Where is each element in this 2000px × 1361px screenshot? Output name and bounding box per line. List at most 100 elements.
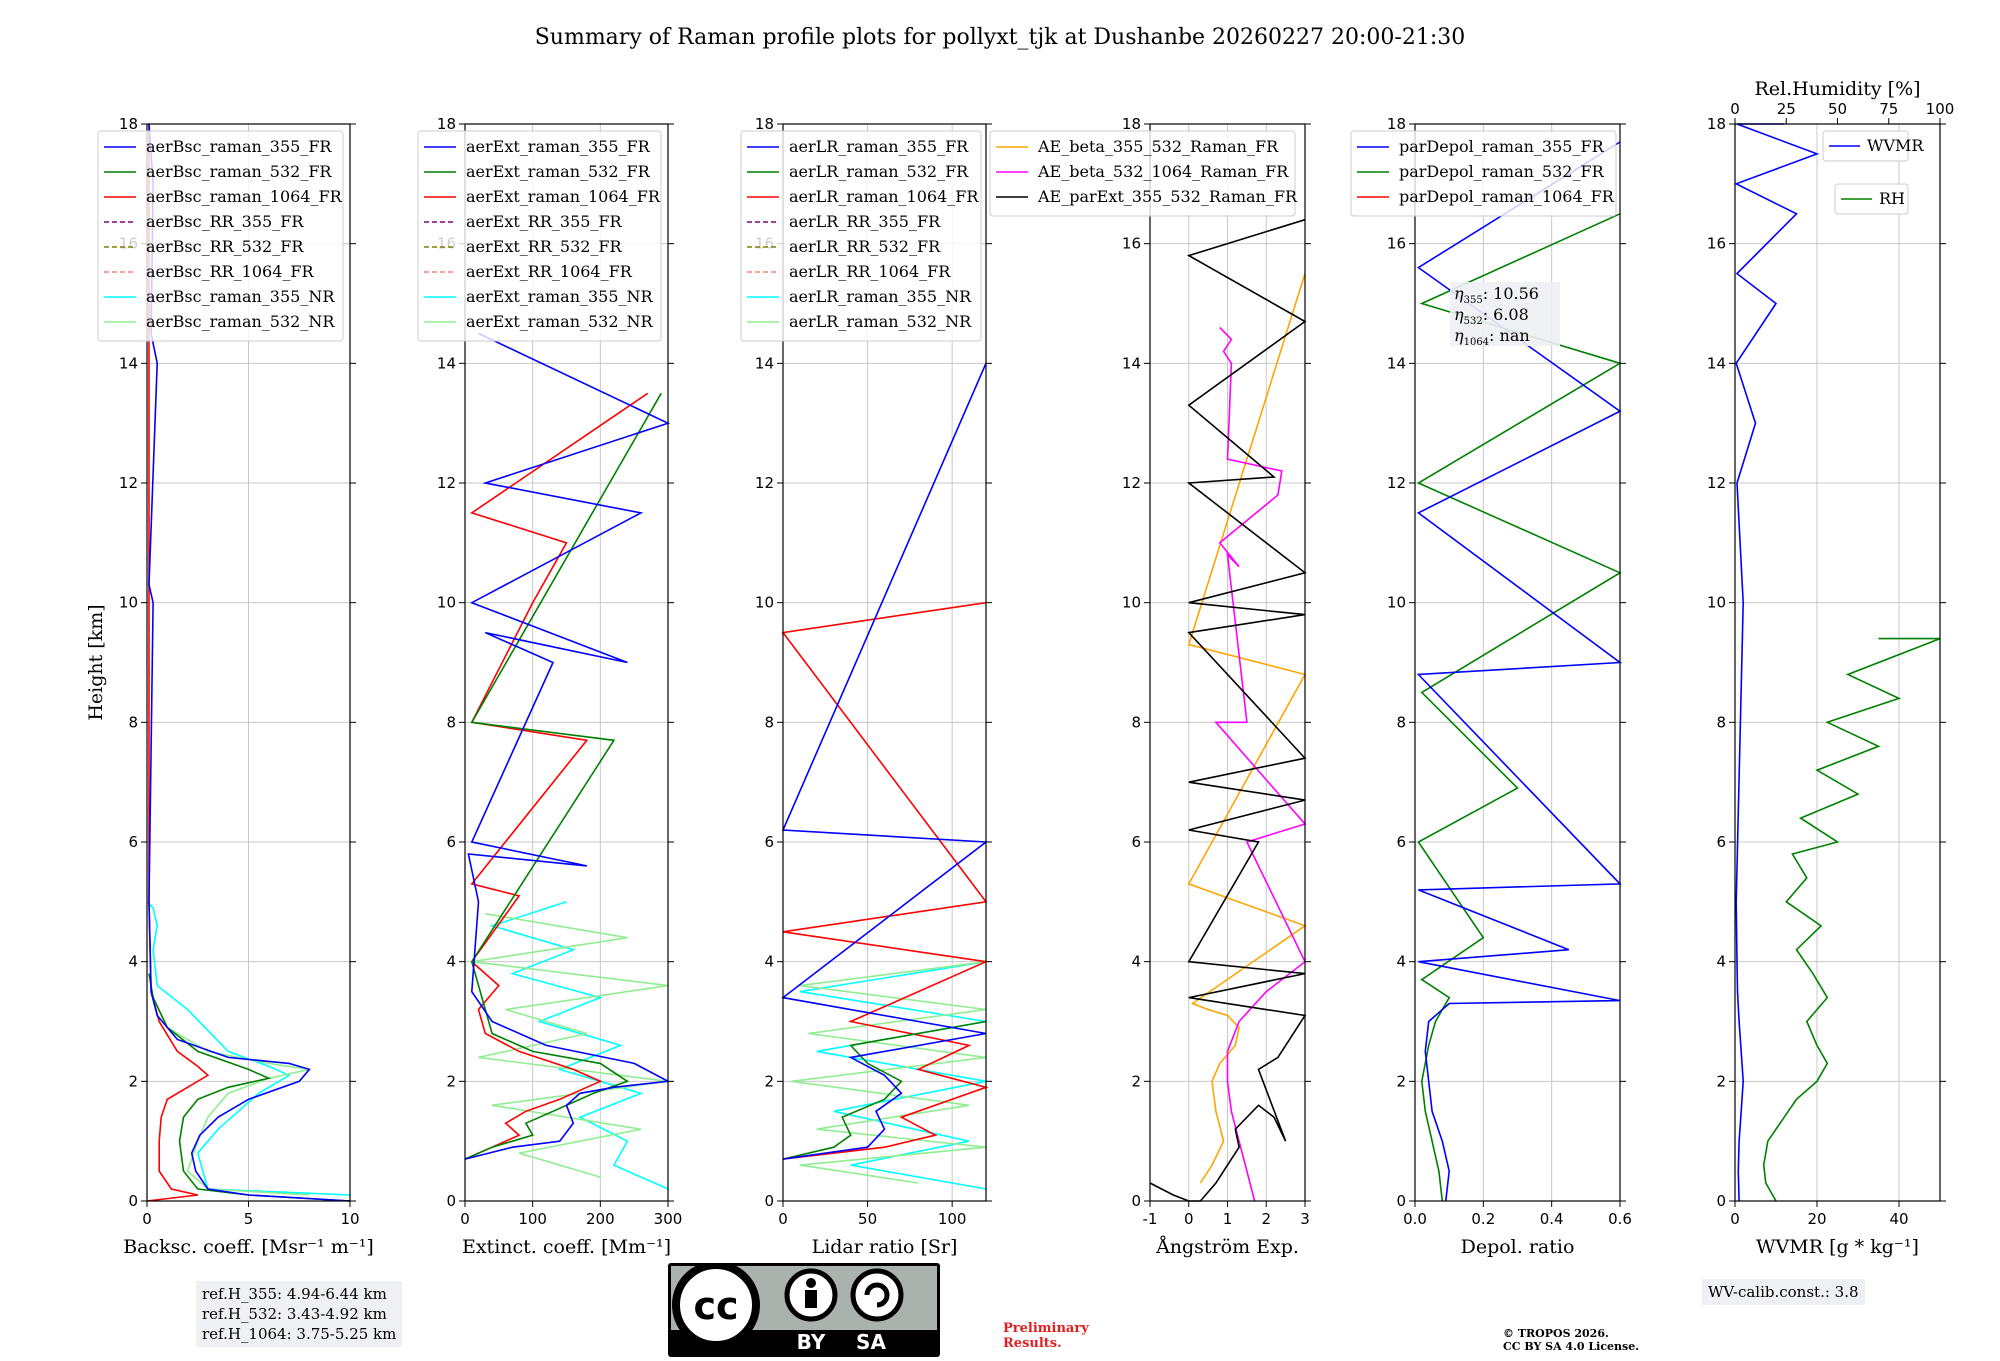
reference-heights-box: ref.H_355: 4.94-6.44 km ref.H_532: 3.43-… — [196, 1281, 403, 1347]
legend-label-aerLR_raman_532_FR: aerLR_raman_532_FR — [789, 162, 969, 181]
y-tick-label: 2 — [1396, 1072, 1406, 1090]
y-tick-label: 4 — [128, 953, 138, 971]
copyright-line-2: CC BY SA 4.0 License. — [1503, 1340, 1640, 1353]
legend-label-AE_parExt_355_532_Raman_FR: AE_parExt_355_532_Raman_FR — [1037, 187, 1298, 206]
x-tick-label: 40 — [1889, 1210, 1908, 1228]
legend-label-aerLR_RR_532_FR: aerLR_RR_532_FR — [789, 237, 941, 256]
x-tick-label: 200 — [586, 1210, 615, 1228]
legend-label-aerExt_raman_355_NR: aerExt_raman_355_NR — [466, 287, 654, 306]
legend-box — [740, 130, 982, 342]
y-tick-label: 18 — [1707, 115, 1726, 133]
legend-label-WVMR: WVMR — [1867, 136, 1924, 155]
y-tick-label: 18 — [437, 115, 456, 133]
figure-title: Summary of Raman profile plots for polly… — [535, 25, 1466, 50]
eta-355: η355: 10.56 — [1454, 284, 1539, 306]
series-aerLR_raman_355_FR — [781, 362, 989, 1160]
series-aerLR_raman_532_NR — [791, 960, 987, 1184]
y-tick-label: 8 — [1396, 713, 1406, 731]
series-aerLR_raman_355_NR — [799, 960, 987, 1190]
x-axis-label: Extinct. coeff. [Mm⁻¹] — [462, 1236, 671, 1258]
y-tick-label: 14 — [119, 354, 138, 372]
ref-height-532: ref.H_532: 3.43-4.92 km — [202, 1305, 387, 1323]
y-tick-label: 2 — [446, 1072, 456, 1090]
y-tick-label: 10 — [755, 594, 774, 612]
legend-label-aerExt_raman_355_FR: aerExt_raman_355_FR — [466, 137, 651, 156]
legend-label-aerBsc_RR_1064_FR: aerBsc_RR_1064_FR — [146, 262, 315, 281]
legend-label-aerExt_raman_532_FR: aerExt_raman_532_FR — [466, 162, 651, 181]
preliminary-line-2: Results. — [1003, 1336, 1062, 1351]
legend-label-parDepol_raman_355_FR: parDepol_raman_355_FR — [1399, 137, 1605, 156]
series-aerExt_raman_532_FR — [464, 392, 662, 1160]
wv-calib-note: WV-calib.const.: 3.8 — [1702, 1279, 1865, 1305]
legend-label-aerBsc_RR_355_FR: aerBsc_RR_355_FR — [146, 212, 304, 231]
series-parDepol_raman_532_FR — [1416, 213, 1622, 1202]
series-AE_beta_355_532_Raman_FR — [1187, 273, 1307, 1184]
legend-label-aerLR_raman_532_NR: aerLR_raman_532_NR — [789, 312, 972, 331]
y-tick-label: 6 — [128, 833, 138, 851]
legend-label-AE_beta_355_532_Raman_FR: AE_beta_355_532_Raman_FR — [1037, 137, 1279, 156]
legend-label-aerExt_RR_355_FR: aerExt_RR_355_FR — [466, 212, 623, 231]
x-tick-label: 100 — [938, 1210, 967, 1228]
x-tick-label: 0.0 — [1403, 1210, 1427, 1228]
y-tick-label: 2 — [1716, 1072, 1726, 1090]
legend-label-parDepol_raman_532_FR: parDepol_raman_532_FR — [1399, 162, 1605, 181]
x-tick-label: 0 — [778, 1210, 788, 1228]
series-RH — [1762, 637, 1941, 1202]
x-tick-label: 20 — [1807, 1210, 1826, 1228]
x-axis-label: Backsc. coeff. [Msr⁻¹ m⁻¹] — [123, 1236, 374, 1258]
y-tick-label: 10 — [437, 594, 456, 612]
y-tick-label: 8 — [446, 713, 456, 731]
axes-frame — [464, 123, 669, 1202]
y-tick-label: 12 — [755, 474, 774, 492]
x-tick-label: 300 — [654, 1210, 683, 1228]
x-tick-label: 0.4 — [1540, 1210, 1564, 1228]
cc-by-sa-logo: cc BY SA — [668, 1261, 940, 1357]
x-tick-label: 3 — [1300, 1210, 1310, 1228]
x-tick-label: 1 — [1223, 1210, 1233, 1228]
legend-label-aerLR_RR_355_FR: aerLR_RR_355_FR — [789, 212, 941, 231]
legend-box — [1822, 130, 1909, 162]
y-tick-label: 10 — [1707, 594, 1726, 612]
y-tick-label: 6 — [446, 833, 456, 851]
x-tick-label: 0.2 — [1471, 1210, 1495, 1228]
top-x-tick-label: 75 — [1879, 100, 1898, 118]
legend-box — [989, 130, 1296, 217]
eta-1064: η1064: nan — [1454, 326, 1530, 348]
y-tick-label: 10 — [119, 594, 138, 612]
series-WVMR — [1734, 123, 1820, 1202]
y-tick-label: 4 — [764, 953, 774, 971]
axes-frame — [1414, 123, 1621, 1202]
series-aerExt_raman_355_FR — [464, 332, 671, 1160]
y-tick-label: 14 — [755, 354, 774, 372]
panel-lidar_ratio: 024681012141618050100Lidar ratio [Sr]aer… — [740, 115, 992, 1258]
y-tick-label: 2 — [1131, 1072, 1141, 1090]
y-tick-label: 14 — [1387, 354, 1406, 372]
x-axis-label: Lidar ratio [Sr] — [812, 1236, 958, 1258]
y-tick-label: 12 — [437, 474, 456, 492]
top-x-tick-label: 0 — [1730, 100, 1740, 118]
y-tick-label: 12 — [1387, 474, 1406, 492]
legend-label-RH: RH — [1879, 189, 1905, 208]
x-tick-label: 0.6 — [1608, 1210, 1632, 1228]
y-tick-label: 0 — [128, 1192, 138, 1210]
y-tick-label: 6 — [764, 833, 774, 851]
x-tick-label: 5 — [244, 1210, 254, 1228]
y-tick-label: 4 — [1131, 953, 1141, 971]
y-tick-label: 4 — [446, 953, 456, 971]
top-axis-label: Rel.Humidity [%] — [1754, 78, 1920, 100]
y-tick-label: 0 — [446, 1192, 456, 1210]
series-AE_beta_532_1064_Raman_FR — [1214, 326, 1307, 1202]
y-tick-label: 6 — [1716, 833, 1726, 851]
legend-box — [417, 130, 662, 342]
legend-box — [97, 130, 344, 342]
series-parDepol_raman_355_FR — [1416, 141, 1623, 1202]
y-axis-label: Height [km] — [85, 604, 107, 720]
y-tick-label: 14 — [1122, 354, 1141, 372]
legend-label-aerBsc_raman_355_NR: aerBsc_raman_355_NR — [146, 287, 335, 306]
ref-height-1064: ref.H_1064: 3.75-5.25 km — [202, 1325, 397, 1343]
legend-label-aerExt_RR_532_FR: aerExt_RR_532_FR — [466, 237, 623, 256]
y-tick-label: 18 — [1387, 115, 1406, 133]
series-aerExt_raman_1064_FR — [464, 392, 649, 1160]
series-aerBsc_raman_355_NR — [146, 901, 351, 1196]
eta-box — [1450, 282, 1560, 346]
